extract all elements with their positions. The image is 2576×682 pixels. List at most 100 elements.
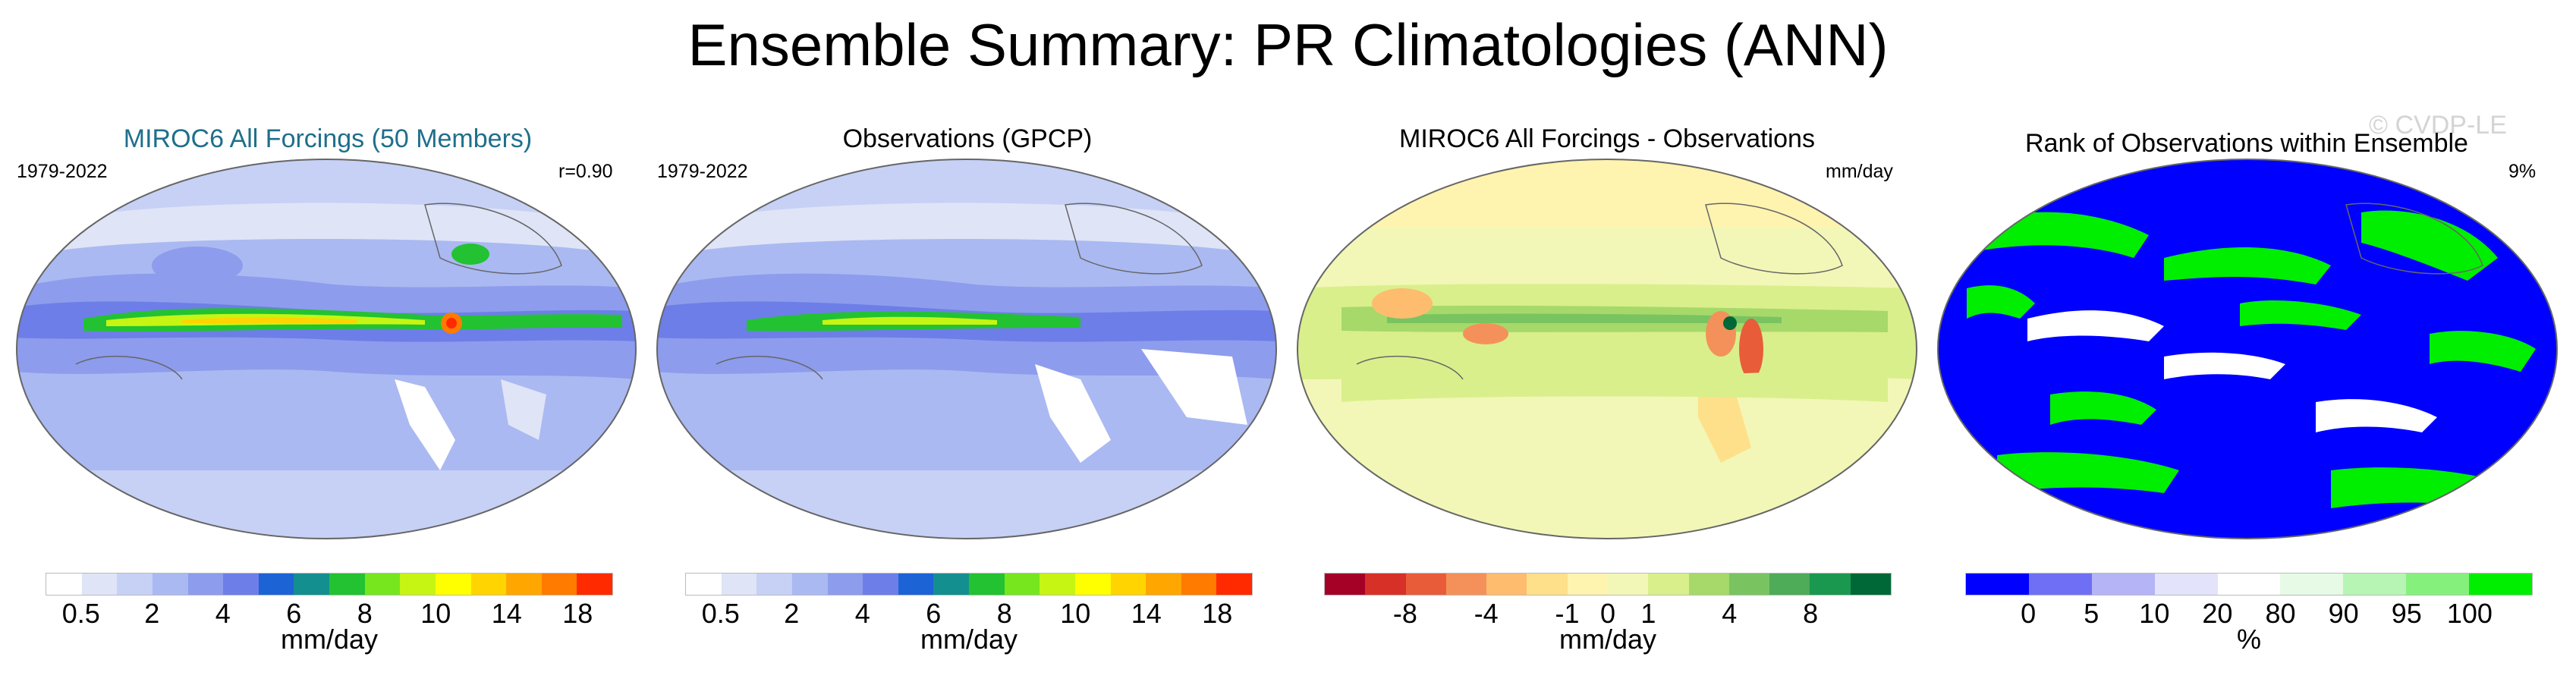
colorbar-tick-label: 18 — [562, 598, 593, 629]
colorbar-swatch — [1405, 574, 1446, 595]
panel-rank-colorbar-unit: % — [2236, 624, 2262, 655]
colorbar-swatch — [1325, 574, 1366, 595]
colorbar-swatch — [1216, 574, 1252, 595]
colorbar-swatch — [435, 574, 471, 595]
colorbar-swatch — [364, 574, 401, 595]
panel-diff-colorbar — [1324, 573, 1892, 596]
panel-rank-percent: 9% — [2508, 161, 2537, 182]
colorbar-tick-label: 1 — [1640, 598, 1656, 629]
colorbar-swatch — [577, 574, 612, 595]
colorbar-swatch — [1527, 574, 1568, 595]
colorbar-swatch — [1966, 574, 2029, 595]
colorbar-swatch — [470, 574, 507, 595]
colorbar-swatch — [1004, 574, 1040, 595]
colorbar-swatch — [152, 574, 188, 595]
colorbar-swatch — [756, 574, 792, 595]
panel-model-colorbar-unit: mm/day — [280, 624, 379, 655]
watermark: © CVDP-LE — [2369, 111, 2507, 140]
colorbar-tick-label: 0.5 — [61, 598, 100, 629]
colorbar-swatch — [2154, 574, 2218, 595]
colorbar-swatch — [1607, 574, 1649, 595]
panel-diff-unit-label: mm/day — [1826, 161, 1893, 182]
colorbar-tick-label: 100 — [2446, 598, 2493, 629]
panel-rank-title: Rank of Observations within Ensemble — [2025, 129, 2468, 158]
colorbar-swatch — [1486, 574, 1527, 595]
panel-obs-map — [656, 159, 1277, 539]
colorbar-tick-label: -1 — [1555, 598, 1580, 629]
colorbar-swatch — [400, 574, 436, 595]
colorbar-tick-label: 0.5 — [701, 598, 740, 629]
colorbar-swatch — [686, 574, 722, 595]
colorbar-tick-label: 80 — [2265, 598, 2296, 629]
colorbar-tick-label: 10 — [420, 598, 451, 629]
colorbar-tick-label: 2 — [784, 598, 800, 629]
colorbar-swatch — [506, 574, 542, 595]
panel-model-map — [16, 159, 637, 539]
colorbar-swatch — [1648, 574, 1689, 595]
colorbar-tick-label: -8 — [1392, 598, 1417, 629]
colorbar-swatch — [721, 574, 757, 595]
colorbar-tick-label: 8 — [357, 598, 373, 629]
colorbar-tick-label: 5 — [2084, 598, 2099, 629]
colorbar-swatch — [2217, 574, 2281, 595]
colorbar-tick-label: 0 — [2021, 598, 2037, 629]
colorbar-tick-label: 6 — [286, 598, 302, 629]
colorbar-tick-label: 4 — [1722, 598, 1738, 629]
colorbar-swatch — [2028, 574, 2092, 595]
colorbar-swatch — [2343, 574, 2407, 595]
colorbar-swatch — [1110, 574, 1146, 595]
colorbar-tick-label: 4 — [854, 598, 870, 629]
panel-obs-title: Observations (GPCP) — [842, 124, 1093, 153]
colorbar-tick-label: 6 — [926, 598, 942, 629]
colorbar-tick-label: 8 — [996, 598, 1012, 629]
colorbar-swatch — [1365, 574, 1406, 595]
panel-diff-colorbar-unit: mm/day — [1558, 624, 1657, 655]
panel-model-period: 1979-2022 — [17, 161, 108, 182]
colorbar-swatch — [2469, 574, 2533, 595]
colorbar-swatch — [863, 574, 898, 595]
colorbar-swatch — [2091, 574, 2155, 595]
colorbar-tick-label: -4 — [1474, 598, 1499, 629]
colorbar-swatch — [294, 574, 329, 595]
colorbar-swatch — [933, 574, 969, 595]
colorbar-swatch — [1850, 574, 1891, 595]
panel-obs-colorbar — [685, 573, 1253, 596]
colorbar-swatch — [541, 574, 577, 595]
colorbar-swatch — [1074, 574, 1111, 595]
colorbar-swatch — [1728, 574, 1770, 595]
colorbar-swatch — [258, 574, 294, 595]
colorbar-tick-label: 10 — [1060, 598, 1091, 629]
colorbar-swatch — [2280, 574, 2344, 595]
colorbar-tick-label: 8 — [1803, 598, 1819, 629]
colorbar-tick-label: 0 — [1599, 598, 1616, 629]
colorbar-swatch — [1040, 574, 1075, 595]
panel-model-colorbar — [46, 573, 613, 596]
colorbar-swatch — [969, 574, 1005, 595]
page-title: Ensemble Summary: PR Climatologies (ANN) — [687, 11, 1889, 78]
colorbar-swatch — [1688, 574, 1729, 595]
colorbar-tick-label: 4 — [215, 598, 231, 629]
panel-rank-map — [1937, 159, 2558, 539]
colorbar-swatch — [2406, 574, 2470, 595]
panel-obs-period: 1979-2022 — [657, 161, 748, 182]
colorbar-tick-label: 95 — [2391, 598, 2422, 629]
colorbar-swatch — [827, 574, 863, 595]
panel-model-correlation: r=0.90 — [558, 161, 613, 182]
colorbar-tick-label: 10 — [2139, 598, 2170, 629]
panel-model-title: MIROC6 All Forcings (50 Members) — [123, 124, 533, 153]
colorbar-swatch — [1810, 574, 1851, 595]
colorbar-swatch — [223, 574, 259, 595]
panel-rank-colorbar — [1965, 573, 2533, 596]
colorbar-tick-label: 18 — [1202, 598, 1233, 629]
colorbar-swatch — [329, 574, 365, 595]
colorbar-swatch — [1445, 574, 1487, 595]
panel-obs-colorbar-unit: mm/day — [920, 624, 1018, 655]
colorbar-swatch — [1769, 574, 1810, 595]
colorbar-swatch — [46, 574, 82, 595]
colorbar-swatch — [1146, 574, 1181, 595]
colorbar-tick-label: 90 — [2328, 598, 2359, 629]
colorbar-swatch — [81, 574, 118, 595]
panel-diff-map — [1297, 159, 1917, 539]
colorbar-swatch — [187, 574, 224, 595]
colorbar-tick-label: 20 — [2202, 598, 2233, 629]
